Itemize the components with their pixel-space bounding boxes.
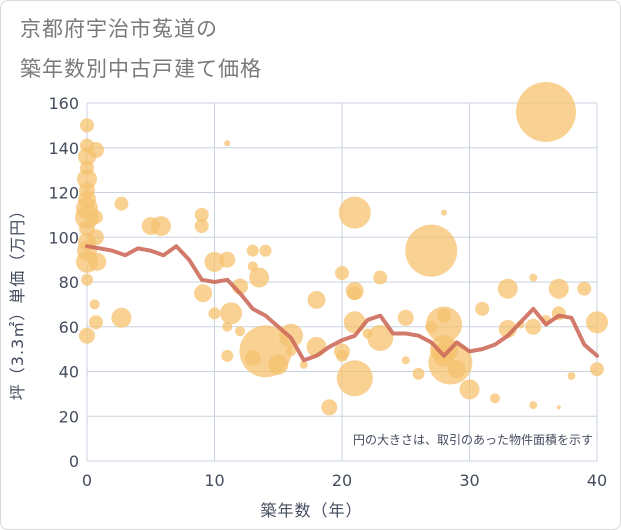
y-tick-label: 60 <box>59 318 79 337</box>
x-tick-label: 30 <box>459 471 479 490</box>
data-bubble <box>246 244 259 257</box>
data-bubble <box>335 266 349 281</box>
bubble-layer <box>75 81 608 416</box>
data-bubble <box>497 278 518 299</box>
data-bubble <box>150 216 171 237</box>
data-bubble <box>336 360 373 397</box>
data-bubble <box>586 311 608 334</box>
data-bubble <box>194 207 209 222</box>
data-bubble <box>525 318 542 335</box>
bubble-size-note: 円の大きさは、取引のあった物件面積を示す <box>352 433 593 447</box>
data-bubble <box>548 278 569 299</box>
data-bubble <box>268 354 289 375</box>
data-bubble <box>208 307 221 320</box>
data-bubble <box>367 324 394 351</box>
y-tick-label: 20 <box>59 407 79 426</box>
data-bubble <box>441 209 447 216</box>
data-bubble <box>194 219 209 234</box>
data-bubble <box>447 360 466 379</box>
data-bubble <box>397 309 414 326</box>
data-bubble <box>249 267 270 288</box>
data-bubble <box>516 81 576 142</box>
data-bubble <box>88 252 107 271</box>
data-bubble <box>87 229 104 246</box>
data-bubble <box>111 307 132 328</box>
data-bubble <box>88 210 103 225</box>
data-bubble <box>87 141 104 158</box>
y-tick-label: 140 <box>48 139 79 158</box>
data-bubble <box>490 393 500 404</box>
data-bubble <box>577 281 592 296</box>
y-tick-label: 0 <box>69 452 79 471</box>
data-bubble <box>412 367 425 380</box>
data-bubble <box>336 349 348 362</box>
data-bubble <box>220 302 243 325</box>
y-tick-label: 160 <box>48 94 79 113</box>
data-bubble <box>194 284 213 303</box>
data-bubble <box>307 290 326 309</box>
data-bubble <box>347 286 362 301</box>
x-tick-label: 40 <box>587 471 607 490</box>
tick-layer: 0 20 40 60 80 100 120 140 160 0 10 20 30 40 <box>48 94 607 490</box>
data-bubble <box>321 399 338 416</box>
data-bubble <box>259 244 272 257</box>
x-axis-label: 築年数（年） <box>260 501 363 520</box>
data-bubble <box>81 273 93 286</box>
line-layer <box>85 244 599 363</box>
data-bubble <box>529 401 538 410</box>
data-bubble <box>80 118 94 133</box>
data-bubble <box>89 299 100 310</box>
data-bubble <box>343 311 366 334</box>
data-bubble <box>286 346 296 357</box>
data-bubble <box>79 327 95 344</box>
y-tick-label: 80 <box>59 273 79 292</box>
data-bubble <box>590 362 604 377</box>
data-bubble <box>224 140 231 147</box>
average-price-line <box>85 244 599 363</box>
y-tick-label: 120 <box>48 184 79 203</box>
x-tick-label: 0 <box>82 471 92 490</box>
x-tick-label: 20 <box>332 471 352 490</box>
chart-title-line-2: 築年数別中古戸建て価格 <box>20 57 262 81</box>
data-bubble <box>405 224 458 277</box>
data-bubble <box>114 196 129 211</box>
data-bubble <box>567 371 576 380</box>
data-bubble <box>204 251 225 272</box>
chart-title-line-1: 京都府宇治市菟道の <box>20 17 218 41</box>
y-tick-label: 40 <box>59 363 79 382</box>
data-bubble <box>529 273 538 282</box>
data-bubble <box>221 349 234 362</box>
data-bubble <box>475 301 490 316</box>
data-bubble <box>556 405 561 410</box>
data-bubble <box>88 315 103 330</box>
data-bubble <box>338 196 371 229</box>
data-bubble <box>299 360 308 369</box>
data-bubble <box>235 326 245 337</box>
x-tick-label: 10 <box>204 471 224 490</box>
grid-layer <box>86 102 598 462</box>
data-bubble <box>401 356 410 365</box>
data-bubble <box>222 321 233 332</box>
y-tick-label: 100 <box>48 228 79 247</box>
data-bubble <box>219 251 236 268</box>
data-bubble <box>426 306 462 343</box>
data-bubble <box>373 270 388 285</box>
data-bubble <box>459 379 480 400</box>
